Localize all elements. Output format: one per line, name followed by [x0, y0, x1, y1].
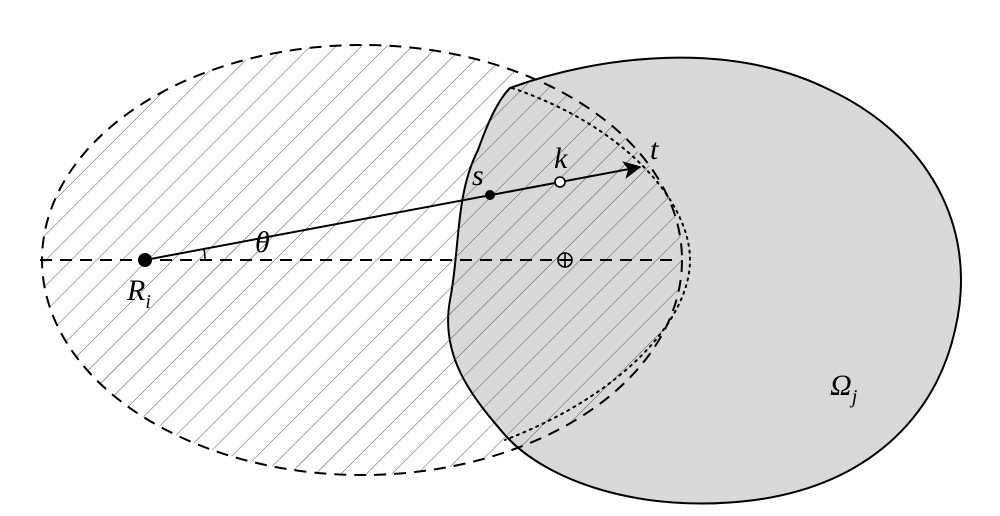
- point-k: [555, 177, 565, 187]
- point-Ri: [138, 253, 152, 267]
- label-k: k: [554, 142, 568, 175]
- point-s: [485, 190, 495, 200]
- label-s: s: [472, 159, 484, 192]
- diagram-canvas: RisktθΩj: [0, 0, 1000, 516]
- label-t: t: [650, 133, 659, 166]
- label-theta: θ: [255, 226, 270, 259]
